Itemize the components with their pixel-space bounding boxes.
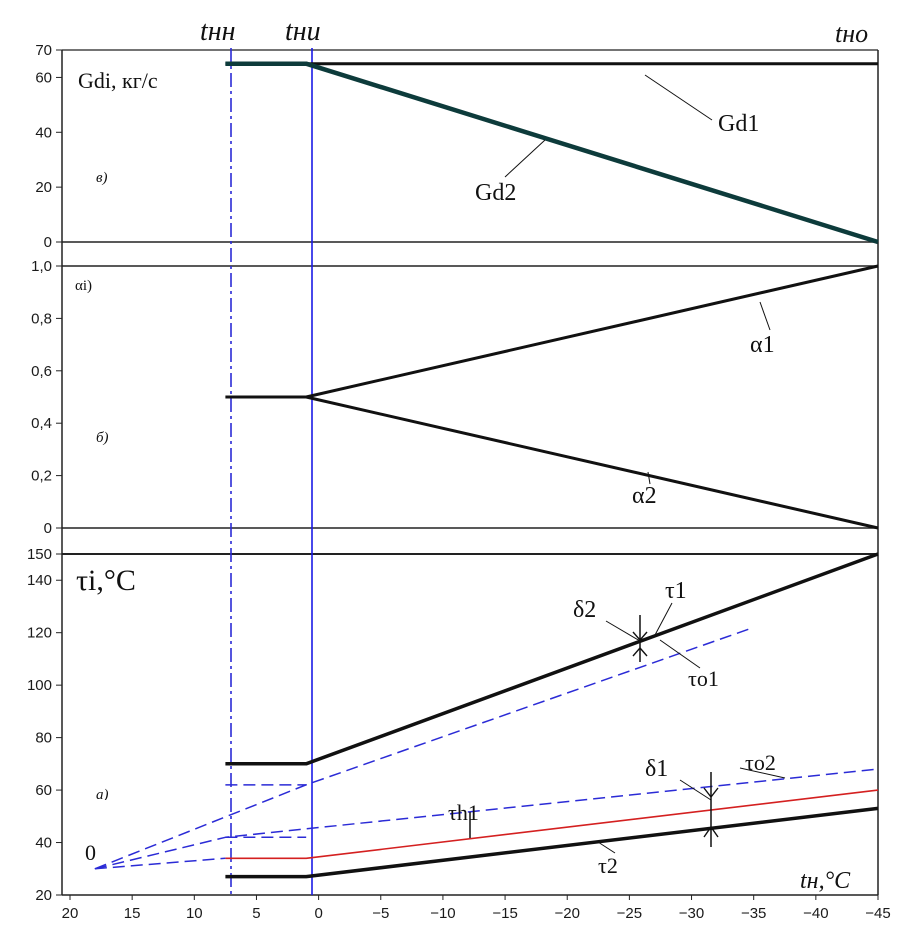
x-tick-label: −5 [372,905,389,922]
x-tick-label: −45 [865,905,890,922]
y-tick-label: 40 [35,124,52,141]
y-tick-label: 0,8 [31,310,52,327]
y-ticks-bottom: 20 40 60 80 100 120 140 150 [27,546,62,904]
label-tau2: τ2 [598,853,618,878]
y-tick-label: 0,4 [31,415,52,432]
t-ni-label: tни [285,16,321,47]
x-ticks: 20 15 10 5 0 −5 −10 −15 −20 −25 −30 −35 −40 −45 [62,895,891,922]
delta1-arrow-top [703,787,719,799]
y-tick-label: 60 [35,69,52,86]
leader-gd1 [644,74,713,121]
x-tick-label: 15 [124,905,141,922]
x-tick-label: 5 [252,905,260,922]
x-tick-label: −30 [679,905,704,922]
label-delta2: δ2 [573,597,596,623]
series-line-Gd2 [225,61,879,245]
y-tick-label: 60 [35,782,52,799]
y-ticks-top: 0 20 40 60 70 [35,42,62,251]
x-tick-label: −40 [803,905,828,922]
y-tick-label: 0 [44,520,52,537]
x-tick-label: −35 [741,905,766,922]
x-tick-label: 20 [62,905,79,922]
y-tick-label: 20 [35,887,52,904]
construction-line-origin [94,857,226,870]
y-tick-label: 70 [35,42,52,59]
panel-label-mid: б) [96,430,109,446]
label-tauh1: τh1 [448,800,479,825]
x-tick-label: −20 [555,905,580,922]
y-tick-label: 0,2 [31,468,52,485]
delta2-arrow-bottom [632,646,648,657]
label-delta1: δ1 [645,756,668,782]
label-zero: 0 [85,840,96,865]
y-ticks-mid: 0 0,2 0,4 0,6 0,8 1,0 [31,258,62,537]
series-line-τh1 [225,789,879,860]
x-axis-label: tн,°C [800,868,851,894]
y-tick-label: 40 [35,835,52,852]
label-a2: α2 [632,483,657,509]
y-tick-label: 80 [35,730,52,747]
series-line-τo1 [94,626,754,870]
y-label-mid: αi) [75,278,92,294]
y-tick-label: 100 [27,677,52,694]
y-tick-label: 0,6 [31,363,52,380]
x-tick-label: −15 [492,905,517,922]
series-line-τ1 [225,552,879,766]
x-tick-label: −25 [617,905,642,922]
delta2-leader [605,620,641,642]
label-a1: α1 [750,332,775,358]
leader-tauo1 [659,639,701,669]
leader-tau1 [654,602,673,636]
series-line-τ2 [225,806,879,879]
y-tick-label: 140 [27,572,52,589]
label-gd1: Gd1 [718,111,759,137]
delta1-leader [679,779,712,801]
t-no-label: tно [835,19,868,48]
label-tau1: τ1 [665,578,687,604]
delta1-arrow-bottom [703,825,719,838]
y-tick-label: 120 [27,625,52,642]
label-tauo2: τo2 [745,750,776,775]
label-tauo1: τo1 [688,666,719,691]
y-label-top: Gdi, кг/с [78,68,158,93]
mask-bottom [84,800,156,840]
leader-tau2 [597,841,616,854]
y-tick-label: 0 [44,234,52,251]
panel-label-bottom: а) [96,787,109,803]
leader-tauo2 [739,767,786,779]
label-gd2: Gd2 [475,180,516,206]
y-tick-label: 150 [27,546,52,563]
x-tick-label: 10 [186,905,203,922]
series-layer [94,61,879,879]
delta2-arrow-top [632,631,648,642]
mask-top [86,193,204,235]
panel-label-top: в) [96,170,108,186]
mask-mid [84,485,188,525]
x-tick-label: −10 [430,905,455,922]
y-tick-label: 20 [35,179,52,196]
leader-a1 [759,301,771,331]
y-label-bottom: τi,°C [76,564,136,597]
t-nn-label: tнн [200,16,236,47]
x-tick-label: 0 [314,905,322,922]
series-line-α2 [305,395,879,530]
leader-a2 [647,471,651,485]
series-line-α1 [225,264,879,399]
leader-gd2 [504,139,546,178]
y-tick-label: 1,0 [31,258,52,275]
